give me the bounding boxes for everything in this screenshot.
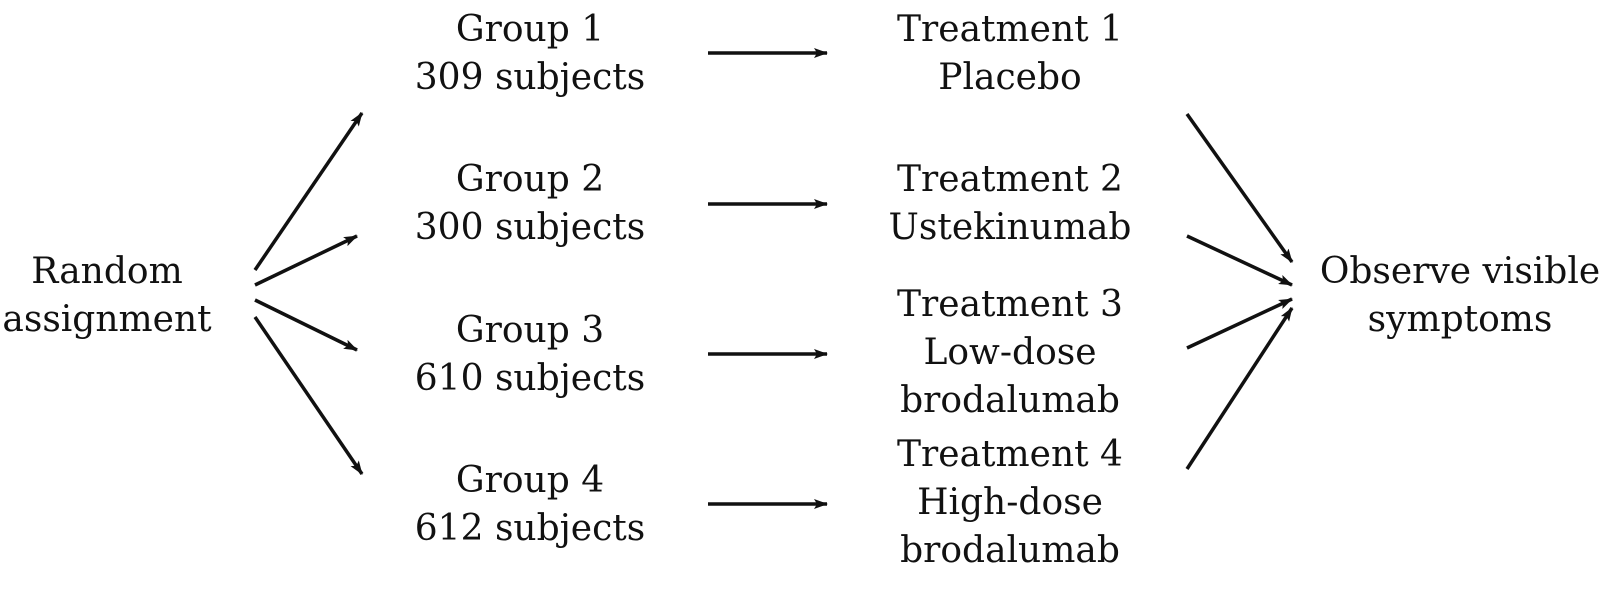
treatment-4-drug: brodalumab xyxy=(900,530,1120,571)
treatment-3-node: Treatment 3 Low-dose brodalumab xyxy=(897,281,1123,425)
group-4-subjects: 612 subjects xyxy=(414,508,646,549)
random-assignment-line-1: Random xyxy=(31,251,183,292)
arrow-treatment-1-to-outcome xyxy=(1185,112,1294,264)
group-2-subjects: 300 subjects xyxy=(414,207,646,248)
arrow-treatment-2-to-outcome xyxy=(1186,234,1293,287)
outcome-line-1: Observe visible xyxy=(1319,251,1600,292)
treatment-3-name: Treatment 3 xyxy=(897,284,1123,325)
treatment-4-name: Treatment 4 xyxy=(897,434,1123,475)
treatment-3-drug: brodalumab xyxy=(900,380,1120,421)
arrow-assignment-to-group-3 xyxy=(254,298,358,352)
group-3-node: Group 3 610 subjects xyxy=(415,307,645,403)
group-2-name: Group 2 xyxy=(455,159,605,200)
arrow-treatment-3-to-outcome xyxy=(1186,297,1293,350)
outcome-node: Observe visible symptoms xyxy=(1320,248,1600,344)
treatment-2-name: Treatment 2 xyxy=(897,159,1123,200)
group-1-name: Group 1 xyxy=(455,9,605,50)
arrow-assignment-to-group-1 xyxy=(253,112,364,271)
treatment-4-dose: High-dose xyxy=(917,482,1103,523)
treatment-1-drug: Placebo xyxy=(938,57,1082,98)
treatment-2-drug: Ustekinumab xyxy=(888,207,1132,248)
group-2-node: Group 2 300 subjects xyxy=(415,156,645,252)
arrow-treatment-4-to-outcome xyxy=(1185,307,1294,470)
random-assignment-node: Random assignment xyxy=(2,248,211,344)
group-3-name: Group 3 xyxy=(455,310,605,351)
group-1-subjects: 309 subjects xyxy=(414,57,646,98)
treatment-4-node: Treatment 4 High-dose brodalumab xyxy=(897,431,1123,575)
treatment-3-dose: Low-dose xyxy=(923,332,1097,373)
arrow-assignment-to-group-4 xyxy=(253,316,364,475)
group-4-node: Group 4 612 subjects xyxy=(415,457,645,553)
group-1-node: Group 1 309 subjects xyxy=(415,6,645,102)
group-4-name: Group 4 xyxy=(455,460,605,501)
treatment-2-node: Treatment 2 Ustekinumab xyxy=(889,156,1132,252)
group-3-subjects: 610 subjects xyxy=(414,358,646,399)
treatment-1-name: Treatment 1 xyxy=(897,9,1123,50)
arrow-assignment-to-group-2 xyxy=(254,234,358,287)
treatment-1-node: Treatment 1 Placebo xyxy=(897,6,1123,102)
random-assignment-line-2: assignment xyxy=(2,299,212,340)
outcome-line-2: symptoms xyxy=(1367,299,1553,340)
